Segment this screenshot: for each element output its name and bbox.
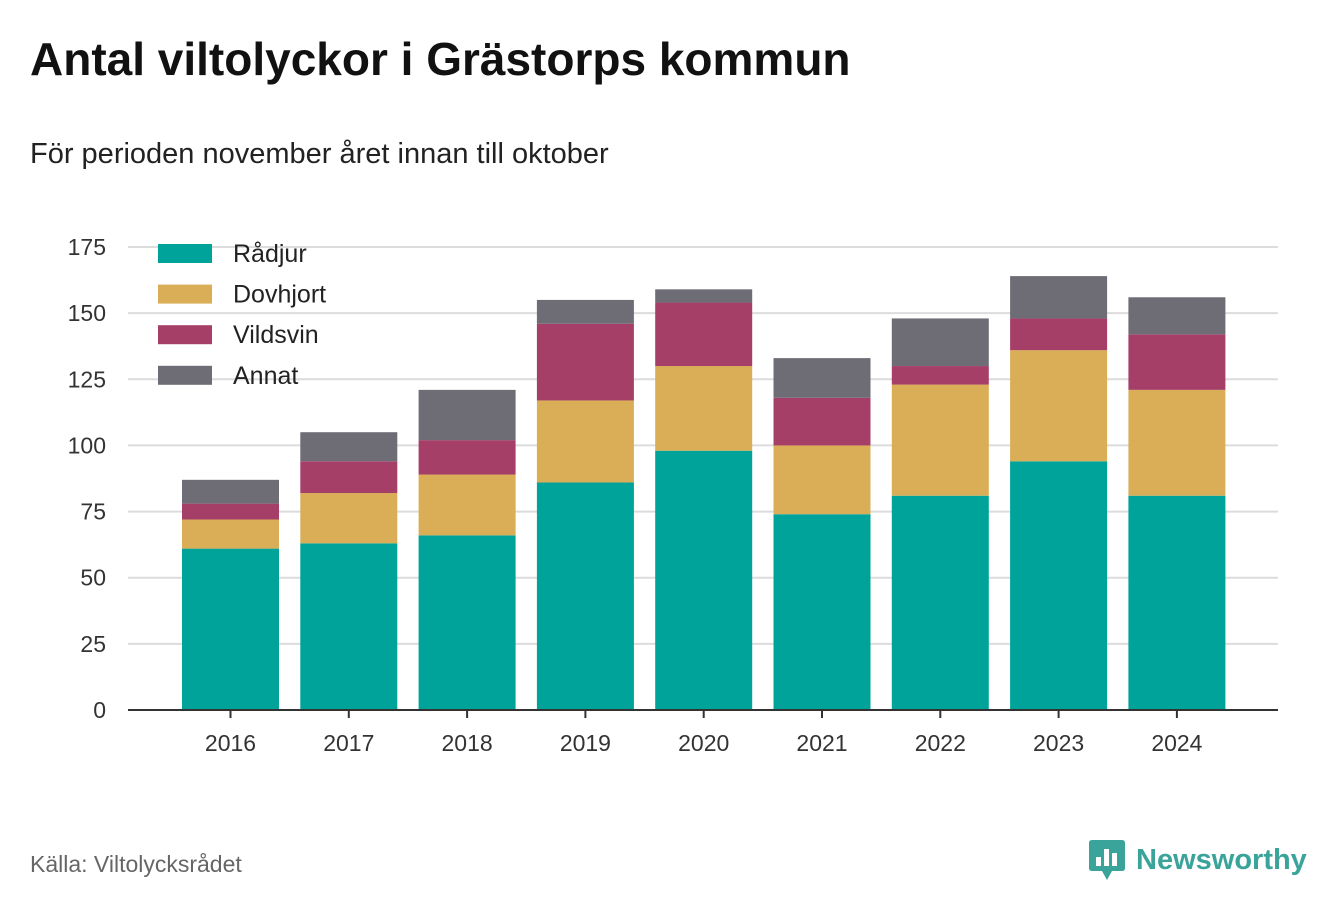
bar-segment (182, 519, 279, 549)
bar-segment (773, 514, 871, 710)
legend-swatch (158, 284, 212, 304)
bar-segment (182, 503, 279, 520)
bar-segment (655, 366, 753, 451)
bars (182, 276, 1226, 710)
y-tick-label: 100 (68, 432, 106, 458)
brand-name: Newsworthy (1136, 843, 1307, 876)
bar-segment (182, 548, 279, 710)
bar-segment (773, 397, 871, 446)
bar-segment (1128, 495, 1226, 710)
legend-label: Rådjur (233, 240, 307, 268)
x-tick-label: 2017 (323, 730, 374, 756)
y-tick-label: 50 (80, 565, 106, 591)
legend-label: Dovhjort (233, 281, 326, 309)
legend-swatch (158, 325, 212, 345)
bar-segment (1128, 334, 1226, 390)
legend-swatch (158, 244, 212, 263)
bar-segment (418, 389, 516, 441)
x-tick-label: 2018 (442, 730, 493, 756)
bar-segment (1128, 297, 1226, 335)
bar-segment (891, 495, 989, 710)
y-tick-label: 75 (80, 499, 106, 525)
bar-segment (1010, 461, 1108, 710)
source-note: Källa: Viltolycksrådet (30, 851, 242, 877)
bar-segment (418, 474, 516, 536)
bar-segment (536, 299, 634, 324)
x-tick-label: 2020 (678, 730, 729, 756)
legend-swatch (158, 365, 212, 385)
bar-segment (536, 482, 634, 710)
x-tick-label: 2019 (560, 730, 611, 756)
bar-segment (655, 289, 753, 303)
bar-segment (1010, 276, 1108, 319)
y-tick-label: 25 (80, 631, 106, 657)
chart-title: Antal viltolyckor i Grästorps kommun (30, 33, 851, 85)
bar-segment (773, 358, 871, 398)
bar-segment (418, 535, 516, 710)
x-tick-label: 2024 (1151, 730, 1202, 756)
x-tick-label: 2016 (205, 730, 256, 756)
bar-segment (1010, 350, 1108, 462)
bar-segment (773, 445, 871, 515)
bar-segment (182, 479, 279, 504)
bar-segment (891, 318, 989, 367)
bar-segment (655, 450, 753, 710)
bar-segment (300, 432, 398, 462)
bar-segment (536, 323, 634, 401)
bar-segment (891, 366, 989, 385)
bar-segment (536, 400, 634, 483)
y-tick-label: 125 (68, 366, 106, 392)
y-tick-label: 0 (93, 697, 106, 723)
axes: 0 25 50 75 100 125 150 175 2016 2017 2018 2019 2020 2… (68, 234, 1278, 756)
chart-subtitle: För perioden november året innan till ok… (30, 138, 609, 170)
bar-segment (1128, 389, 1226, 496)
brand-logo: Newsworthy (1088, 838, 1307, 882)
bar-segment (655, 302, 753, 367)
bar-segment (1010, 318, 1108, 351)
bar-segment (300, 493, 398, 544)
bar-chart-speech-bubble-icon (1089, 840, 1125, 880)
legend-label: Vildsvin (233, 321, 319, 349)
y-tick-label: 175 (68, 234, 106, 260)
bar-segment (418, 440, 516, 475)
x-tick-label: 2023 (1033, 730, 1084, 756)
x-tick-label: 2021 (796, 730, 847, 756)
legend-label: Annat (233, 362, 298, 390)
x-tick-label: 2022 (915, 730, 966, 756)
bar-segment (300, 461, 398, 494)
legend: Rådjur Dovhjort Vildsvin Annat (158, 240, 326, 390)
bar-segment (300, 543, 398, 710)
bar-segment (891, 384, 989, 496)
y-tick-label: 150 (68, 300, 106, 326)
